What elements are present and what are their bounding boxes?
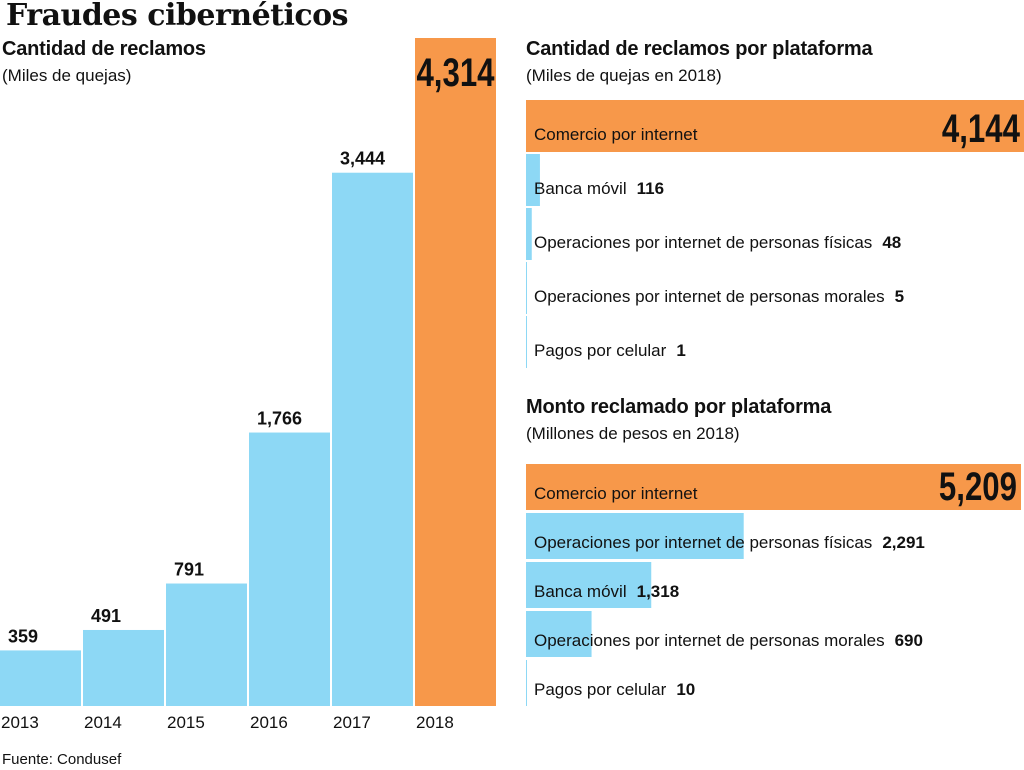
platform-value-c3-4: 10 <box>676 680 695 699</box>
platform-value-c3-0: 5,209 <box>939 464 1017 509</box>
year-value-label-2013: 359 <box>8 626 38 646</box>
platform-value-c3-1: 2,291 <box>882 533 925 552</box>
year-value-label-2015: 791 <box>174 560 204 580</box>
platform-label-c2-3: Operaciones por internet de personas mor… <box>534 287 885 306</box>
year-axis-label-2015: 2015 <box>167 713 205 732</box>
platform-value-c2-2: 48 <box>882 233 901 252</box>
platform-bar-c2-0 <box>526 100 1024 152</box>
year-bar-2018 <box>415 38 496 706</box>
year-value-label-2017: 3,444 <box>340 149 385 169</box>
platform-bar-c2-1 <box>526 154 540 206</box>
year-bar-2013 <box>0 650 81 706</box>
year-bar-2016 <box>249 432 330 706</box>
year-axis-label-2014: 2014 <box>84 713 122 732</box>
platform-bar-c2-2 <box>526 208 532 260</box>
platform-value-c3-3: 690 <box>895 631 923 650</box>
platform-value-c2-1: 116 <box>637 179 664 198</box>
platform-value-c2-3: 5 <box>895 287 904 306</box>
platform-value-c2-0: 4,144 <box>942 106 1020 151</box>
platform-bar-c3-2 <box>526 562 652 608</box>
platform-label-c3-4: Pagos por celular <box>534 680 667 699</box>
platform-label-c2-1: Banca móvil <box>534 179 627 198</box>
year-value-label-2018: 4,314 <box>416 50 494 95</box>
platform-value-c2-4: 1 <box>676 341 685 360</box>
source-note: Fuente: Condusef <box>2 751 122 768</box>
platform-label-c2-4: Pagos por celular <box>534 341 667 360</box>
year-bar-2017 <box>332 172 413 707</box>
chart2-subtitle: (Miles de quejas en 2018) <box>526 66 722 85</box>
platform-label-c3-3: Operaciones por internet de personas mor… <box>534 631 885 650</box>
year-value-label-2016: 1,766 <box>257 409 302 429</box>
year-bar-2014 <box>83 629 164 706</box>
platform-bar-c3-3 <box>526 611 592 657</box>
year-bar-2015 <box>166 583 247 706</box>
year-axis-label-2016: 2016 <box>250 713 288 732</box>
platform-bar-c3-1 <box>526 513 744 559</box>
platform-bar-c3-4 <box>526 660 527 706</box>
year-axis-label-2017: 2017 <box>333 713 371 732</box>
platform-value-c3-2: 1,318 <box>637 582 680 601</box>
year-axis-label-2018: 2018 <box>416 713 454 732</box>
platform-bar-c2-4 <box>526 316 527 368</box>
chart1-title: Cantidad de reclamos <box>2 38 206 60</box>
page-title: Fraudes cibernéticos <box>6 0 349 33</box>
platform-label-c2-0: Comercio por internet <box>534 125 698 144</box>
platform-label-c3-0: Comercio por internet <box>534 484 698 503</box>
platform-bar-c3-0 <box>526 464 1021 510</box>
chart2-title: Cantidad de reclamos por plataforma <box>526 38 873 60</box>
platform-label-c3-2: Banca móvil <box>534 582 627 601</box>
year-value-label-2014: 491 <box>91 606 121 626</box>
year-axis-label-2013: 2013 <box>1 713 39 732</box>
chart1-subtitle: (Miles de quejas) <box>2 66 132 85</box>
platform-bar-c2-3 <box>526 262 527 314</box>
chart3-title: Monto reclamado por plataforma <box>526 396 832 418</box>
platform-label-c3-1: Operaciones por internet de personas fís… <box>534 533 872 552</box>
chart3-subtitle: (Millones de pesos en 2018) <box>526 424 740 443</box>
platform-label-c2-2: Operaciones por internet de personas fís… <box>534 233 872 252</box>
